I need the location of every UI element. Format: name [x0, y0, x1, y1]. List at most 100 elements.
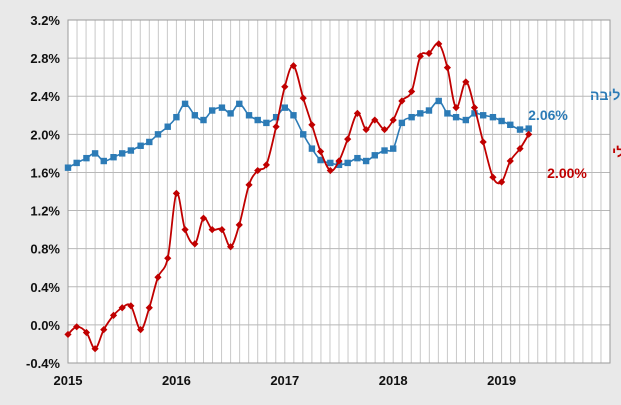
- series-value-label: 2.06%: [528, 107, 568, 123]
- data-point: [254, 116, 261, 124]
- series-2: [64, 40, 533, 353]
- data-point: [308, 145, 316, 152]
- data-point: [191, 240, 199, 248]
- y-tick-label: 0.0%: [30, 318, 60, 333]
- data-point: [335, 161, 343, 169]
- data-point: [489, 173, 497, 181]
- data-point: [327, 159, 334, 167]
- data-point: [82, 328, 91, 337]
- data-point: [353, 109, 362, 117]
- data-point: [435, 97, 442, 105]
- data-point: [507, 121, 514, 129]
- data-point: [137, 326, 145, 334]
- y-tick-label: 2.0%: [30, 127, 60, 142]
- data-point: [164, 254, 172, 262]
- data-point: [444, 110, 451, 117]
- data-point: [335, 157, 343, 165]
- data-point: [354, 154, 361, 162]
- grid: [67, 19, 611, 364]
- data-point: [164, 123, 171, 130]
- data-point: [498, 178, 506, 186]
- x-tick-label: 2018: [379, 373, 408, 388]
- data-point: [218, 226, 226, 234]
- data-point: [73, 323, 81, 331]
- y-tick-label: 2.8%: [30, 51, 60, 66]
- data-point: [380, 125, 389, 134]
- series-name-label: המדד הכללי: [612, 144, 621, 160]
- data-point: [300, 131, 307, 138]
- data-point: [100, 157, 107, 165]
- data-point: [172, 189, 180, 198]
- data-point: [425, 49, 433, 57]
- data-point: [245, 112, 253, 119]
- data-point: [471, 110, 478, 117]
- data-point: [299, 94, 307, 102]
- data-point: [281, 83, 289, 91]
- data-point: [146, 138, 153, 146]
- data-point: [154, 131, 162, 138]
- data-point: [362, 157, 370, 165]
- data-point: [154, 273, 162, 281]
- data-point: [64, 164, 72, 171]
- data-point: [64, 330, 72, 339]
- data-point: [317, 156, 324, 164]
- y-axis: -0.4% 0.0% 0.4% 0.8% 1.2% 1.6% 2.0% 2.4% 2.8% 3.2…: [26, 13, 60, 371]
- data-point: [83, 154, 90, 162]
- data-point: [272, 123, 280, 131]
- data-point: [506, 157, 514, 165]
- data-point: [110, 154, 117, 161]
- data-point: [290, 112, 297, 119]
- data-point: [191, 112, 199, 119]
- data-point: [236, 100, 243, 108]
- data-point: [73, 159, 80, 167]
- data-point: [272, 113, 280, 121]
- data-point: [127, 147, 135, 154]
- data-point: [435, 40, 443, 48]
- data-point: [145, 304, 153, 312]
- data-point: [109, 311, 118, 319]
- data-point: [262, 161, 270, 169]
- series-value-label: 2.00%: [547, 165, 587, 181]
- data-point: [525, 130, 533, 138]
- x-axis: 2015 2016 2017 2018 2019: [54, 373, 517, 388]
- data-point: [516, 145, 524, 153]
- data-point: [443, 64, 451, 72]
- data-point: [254, 166, 262, 175]
- y-tick-label: 1.6%: [30, 165, 60, 180]
- data-point: [371, 152, 378, 159]
- data-point: [525, 125, 532, 132]
- data-point: [181, 226, 189, 234]
- data-point: [208, 226, 216, 234]
- data-point: [316, 147, 325, 156]
- data-point: [416, 52, 424, 60]
- data-point: [181, 100, 189, 108]
- data-point: [470, 104, 479, 112]
- series-1: [64, 97, 532, 171]
- data-point: [498, 117, 505, 125]
- x-tick-label: 2017: [270, 373, 299, 388]
- data-point: [489, 113, 497, 121]
- plot-frame: [67, 19, 611, 364]
- data-point: [371, 116, 379, 124]
- data-point: [462, 116, 470, 124]
- series-name-label: מדד הליבה: [590, 87, 621, 103]
- series-line: [67, 100, 529, 169]
- y-tick-label: 3.2%: [30, 13, 60, 28]
- data-point: [218, 104, 226, 111]
- data-point: [479, 112, 487, 119]
- series-labels: מדד הליבה 2.06% המדד הכללי 2.00%: [528, 87, 621, 181]
- data-point: [398, 97, 406, 105]
- data-point: [425, 107, 433, 114]
- data-point: [137, 142, 144, 149]
- series-line: [67, 42, 530, 350]
- data-point: [408, 87, 416, 96]
- data-point: [91, 345, 99, 353]
- x-tick-label: 2016: [162, 373, 191, 388]
- data-point: [381, 147, 388, 154]
- x-tick-label: 2015: [54, 373, 83, 388]
- data-point: [173, 113, 180, 121]
- data-point: [281, 104, 288, 111]
- data-point: [91, 150, 99, 157]
- y-tick-label: -0.4%: [26, 356, 60, 371]
